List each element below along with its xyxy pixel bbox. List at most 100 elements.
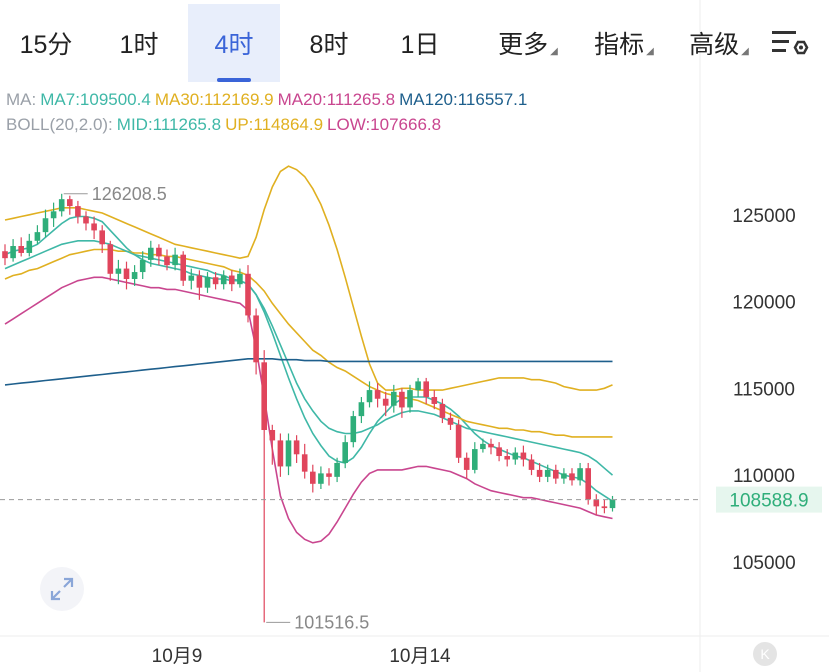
candle-body [488, 443, 494, 448]
x-tick-label: 10月9 [152, 646, 203, 667]
candle-body [415, 381, 421, 391]
tab-1h-label: 1时 [119, 31, 159, 59]
tab-1d[interactable]: 1日 [382, 4, 458, 82]
candle-body [463, 457, 470, 470]
candle-body [107, 244, 114, 274]
active-tab-indicator [217, 78, 251, 82]
expand-button[interactable] [40, 567, 84, 611]
candle-body [407, 390, 413, 408]
ma-legend-prefix: MA: [6, 90, 37, 109]
timeframe-tabs: 15分 1时 4时 8时 1日 更多 ◢ 指标 ◢ 高级 ◢ [0, 0, 829, 90]
candle-body [382, 398, 389, 406]
tab-indicators[interactable]: 指标 ◢ [580, 4, 668, 82]
candle-body [220, 275, 227, 285]
candle-body [18, 246, 24, 253]
candle-body [277, 440, 284, 467]
candle-body [67, 199, 73, 207]
candle-body [10, 246, 16, 259]
tab-advanced-label: 高级 [689, 31, 740, 59]
candle-body [496, 447, 502, 457]
candle-body [342, 442, 348, 463]
candle-body [237, 273, 243, 285]
candle-body [561, 473, 567, 479]
candle-body [83, 216, 89, 224]
candle-body [229, 275, 235, 285]
tab-8h[interactable]: 8时 [290, 4, 368, 82]
candle-body [447, 417, 454, 425]
tab-15m-label: 15分 [19, 31, 73, 59]
k-logo-icon[interactable]: K [753, 642, 777, 666]
candle-body [504, 456, 510, 460]
candle-body [172, 254, 178, 266]
candle-body [423, 381, 429, 398]
ma20-value: MA20:111265.8 [277, 90, 396, 109]
candle-body [75, 206, 81, 217]
tab-more-label: 更多 [498, 31, 549, 59]
candle-body [544, 469, 551, 477]
y-tick-label: 105000 [732, 553, 795, 574]
boll-low-value: LOW:107666.8 [327, 115, 442, 134]
candle-body [180, 254, 186, 281]
dropdown-arrow-icon: ◢ [646, 45, 654, 57]
last-price-label: 108588.9 [729, 491, 808, 512]
tab-15m[interactable]: 15分 [8, 4, 84, 82]
candle-body [123, 268, 130, 279]
low-annotation-label: 101516.5 [294, 612, 369, 632]
candle-body [58, 199, 65, 212]
candle-body [455, 424, 462, 458]
tab-advanced[interactable]: 高级 ◢ [675, 4, 763, 82]
candle-body [245, 273, 251, 316]
candle-body [42, 218, 49, 233]
boll-legend: BOLL(20,2.0): MID:111265.8 UP:114864.9 LOW:… [6, 115, 445, 135]
candle-body [26, 240, 33, 253]
candle-body [358, 402, 365, 417]
series-line-ma120 [4, 357, 613, 386]
ma30-value: MA30:112169.9 [154, 90, 274, 109]
ma120-value: MA120:116557.1 [399, 90, 528, 109]
dropdown-arrow-icon: ◢ [741, 45, 749, 57]
candle-body [2, 251, 8, 259]
series-line-ma30 [4, 248, 613, 438]
candle-body [253, 315, 259, 363]
y-tick-label: 120000 [732, 293, 795, 314]
series-line-low [4, 276, 613, 544]
candle-body [391, 391, 397, 406]
candle-body [334, 462, 340, 477]
candle-body [536, 469, 543, 477]
candle-body [156, 247, 162, 257]
candle-body [139, 259, 146, 273]
candle-body [577, 468, 583, 481]
high-annotation-label: 126208.5 [92, 184, 167, 204]
candle-body [528, 459, 535, 470]
ma7-value: MA7:109500.4 [40, 90, 151, 109]
tab-1d-label: 1日 [400, 31, 440, 59]
candle-body [99, 230, 105, 245]
candle-body [196, 275, 203, 288]
candle-body [520, 452, 527, 460]
candle-body [115, 268, 122, 274]
ma-legend: MA: MA7:109500.4 MA30:112169.9 MA20:111265.… [6, 90, 531, 110]
series-line-ma7 [4, 215, 613, 502]
candle-body [480, 443, 486, 450]
y-tick-label: 115000 [733, 379, 795, 400]
tab-1h[interactable]: 1时 [100, 4, 178, 82]
tab-4h-label: 4时 [214, 31, 254, 59]
candle-body [131, 272, 138, 279]
settings-menu-icon[interactable] [770, 28, 810, 62]
candle-body [350, 416, 357, 443]
candle-body [569, 473, 575, 481]
tab-4h[interactable]: 4时 [188, 4, 280, 82]
tab-indicators-label: 指标 [594, 31, 645, 59]
candle-body [91, 223, 97, 231]
boll-up-value: UP:114864.9 [225, 115, 324, 134]
tab-more[interactable]: 更多 ◢ [484, 4, 572, 82]
candle-body [439, 403, 446, 418]
y-tick-label: 110000 [733, 466, 795, 487]
candle-body [601, 506, 608, 509]
series-line-up [4, 165, 613, 391]
k-logo-label: K [760, 646, 770, 662]
candle-body [609, 499, 616, 509]
candle-body [285, 440, 292, 467]
candle-body [374, 390, 381, 399]
